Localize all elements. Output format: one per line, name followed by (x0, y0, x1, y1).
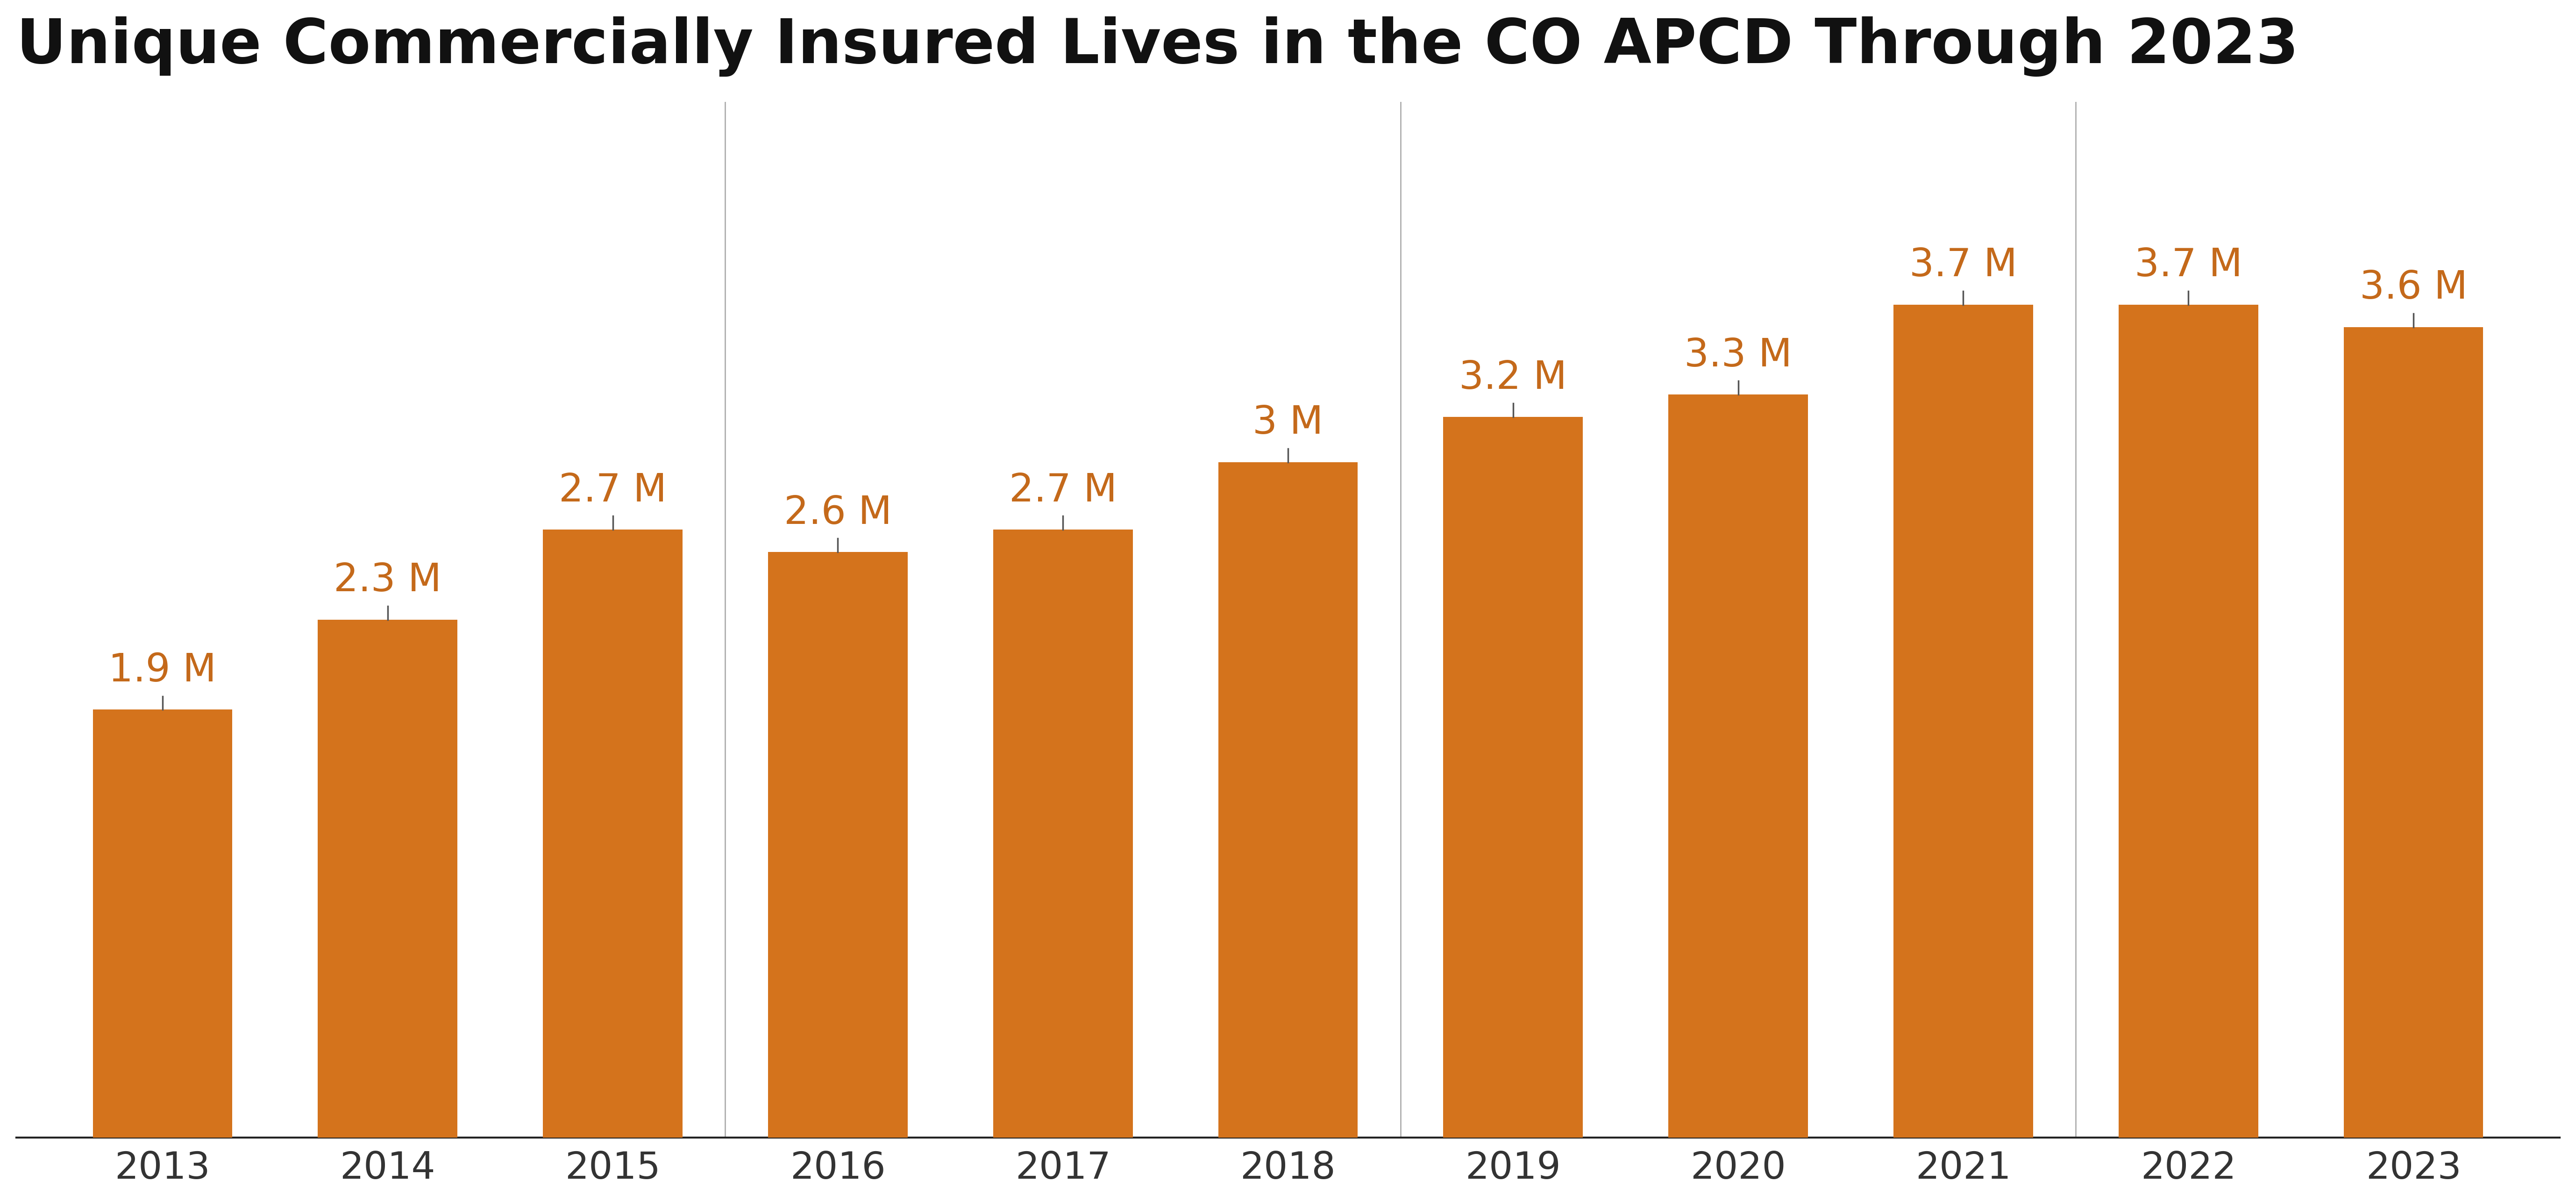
Text: 3.7 M: 3.7 M (2136, 247, 2241, 284)
Text: 3.3 M: 3.3 M (1685, 337, 1793, 374)
Text: Unique Commercially Insured Lives in the CO APCD Through 2023: Unique Commercially Insured Lives in the… (15, 16, 2298, 77)
Text: 2.7 M: 2.7 M (559, 472, 667, 509)
Text: 3.7 M: 3.7 M (1909, 247, 2017, 284)
Bar (317, 620, 459, 1137)
Text: 3.6 M: 3.6 M (2360, 269, 2468, 307)
Text: 3 M: 3 M (1252, 404, 1324, 442)
Bar (1893, 304, 2032, 1137)
Bar (994, 529, 1133, 1137)
Text: 2.6 M: 2.6 M (783, 494, 891, 532)
Bar (768, 552, 907, 1137)
Text: 1.9 M: 1.9 M (108, 652, 216, 689)
Text: 2.7 M: 2.7 M (1010, 472, 1118, 509)
Bar (1443, 417, 1582, 1137)
Bar (544, 529, 683, 1137)
Bar (1669, 395, 1808, 1137)
Bar (2117, 304, 2259, 1137)
Bar (93, 710, 232, 1137)
Bar (1218, 462, 1358, 1137)
Text: 2.3 M: 2.3 M (335, 562, 440, 599)
Bar (2344, 327, 2483, 1137)
Text: 3.2 M: 3.2 M (1458, 358, 1566, 397)
